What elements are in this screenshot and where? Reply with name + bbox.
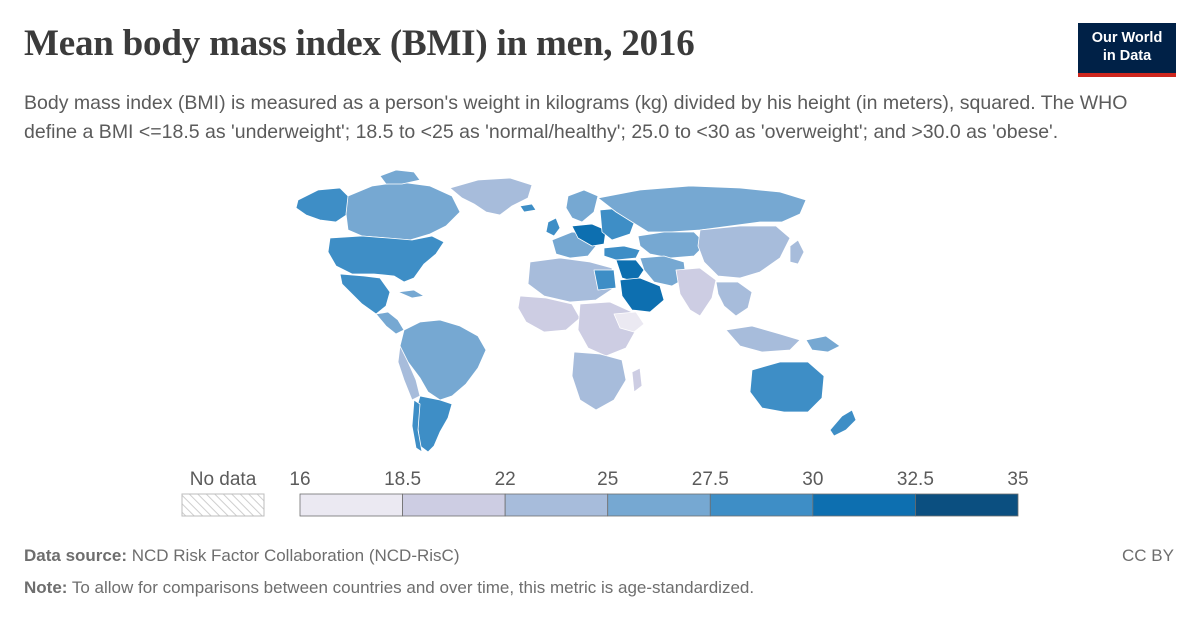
- region-arabia: [619, 277, 665, 313]
- region-central-europe: [571, 223, 607, 247]
- region-alaska: [295, 187, 351, 223]
- region-north-africa: [527, 257, 615, 303]
- legend-tick-25: 25: [597, 469, 618, 490]
- region-japan: [789, 239, 805, 265]
- legend: No data 16 18.5 22 25 27.5 30 32.5 35: [181, 469, 1029, 517]
- region-egypt: [593, 269, 617, 291]
- region-turkey: [603, 245, 641, 261]
- region-iceland: [519, 203, 537, 213]
- footer-note: Note: To allow for comparisons between c…: [24, 578, 754, 598]
- region-indonesia: [725, 325, 801, 353]
- chart-subtitle: Body mass index (BMI) is measured as a p…: [24, 92, 1128, 143]
- region-horn: [613, 311, 645, 333]
- footer-note-label: Note:: [24, 578, 68, 597]
- region-south-america-north: [399, 319, 487, 401]
- region-greenland: [449, 177, 533, 216]
- legend-bin-5: [709, 493, 814, 517]
- region-canada-islands: [379, 169, 421, 185]
- legend-bin-2: [402, 493, 506, 517]
- region-australia: [749, 361, 825, 413]
- data-source: Data source: NCD Risk Factor Collaborati…: [24, 546, 459, 566]
- legend-bin-3: [504, 493, 609, 517]
- region-southern-africa: [571, 351, 627, 411]
- legend-bin-7: [915, 493, 1019, 517]
- region-scandinavia: [565, 189, 599, 223]
- chart-title: Mean body mass index (BMI) in men, 2016: [24, 23, 695, 64]
- region-caribbean: [397, 289, 425, 299]
- legend-tick-22: 22: [495, 469, 516, 490]
- region-uk: [545, 217, 561, 237]
- region-levant: [615, 259, 645, 283]
- region-papua: [805, 335, 841, 353]
- no-data-swatch: [181, 493, 265, 517]
- owid-logo[interactable]: Our World in Data: [1078, 23, 1176, 77]
- region-chile: [411, 399, 423, 453]
- region-usa: [327, 235, 445, 283]
- region-west-africa: [517, 295, 581, 333]
- legend-tick-35: 35: [1007, 469, 1028, 490]
- footer-note-text: To allow for comparisons between countri…: [67, 578, 755, 597]
- region-mexico: [339, 273, 391, 315]
- logo-line-2: in Data: [1102, 48, 1152, 64]
- no-data-label: No data: [190, 469, 257, 490]
- region-andes: [397, 345, 421, 401]
- region-southeast-asia: [715, 281, 753, 317]
- legend-tick-32-5: 32.5: [897, 469, 934, 490]
- legend-bin-6: [812, 493, 916, 517]
- legend-tick-18-5: 18.5: [384, 469, 421, 490]
- world-map[interactable]: [0, 0, 1200, 470]
- legend-bin-4: [607, 493, 711, 517]
- region-madagascar: [631, 367, 643, 393]
- region-central-asia: [637, 231, 707, 259]
- legend-tick-16: 16: [289, 469, 310, 490]
- data-source-label: Data source:: [24, 546, 127, 565]
- license-link[interactable]: CC BY: [1122, 546, 1174, 565]
- region-india: [675, 267, 717, 317]
- region-new-zealand: [829, 409, 857, 437]
- legend-tick-30: 30: [802, 469, 823, 490]
- region-russia: [597, 185, 807, 233]
- logo-line-1: Our World: [1091, 30, 1163, 46]
- region-china: [697, 225, 791, 279]
- legend-tick-27-5: 27.5: [692, 469, 729, 490]
- data-source-text[interactable]: NCD Risk Factor Collaboration (NCD-RisC): [126, 546, 460, 565]
- legend-bin-1: [299, 493, 403, 517]
